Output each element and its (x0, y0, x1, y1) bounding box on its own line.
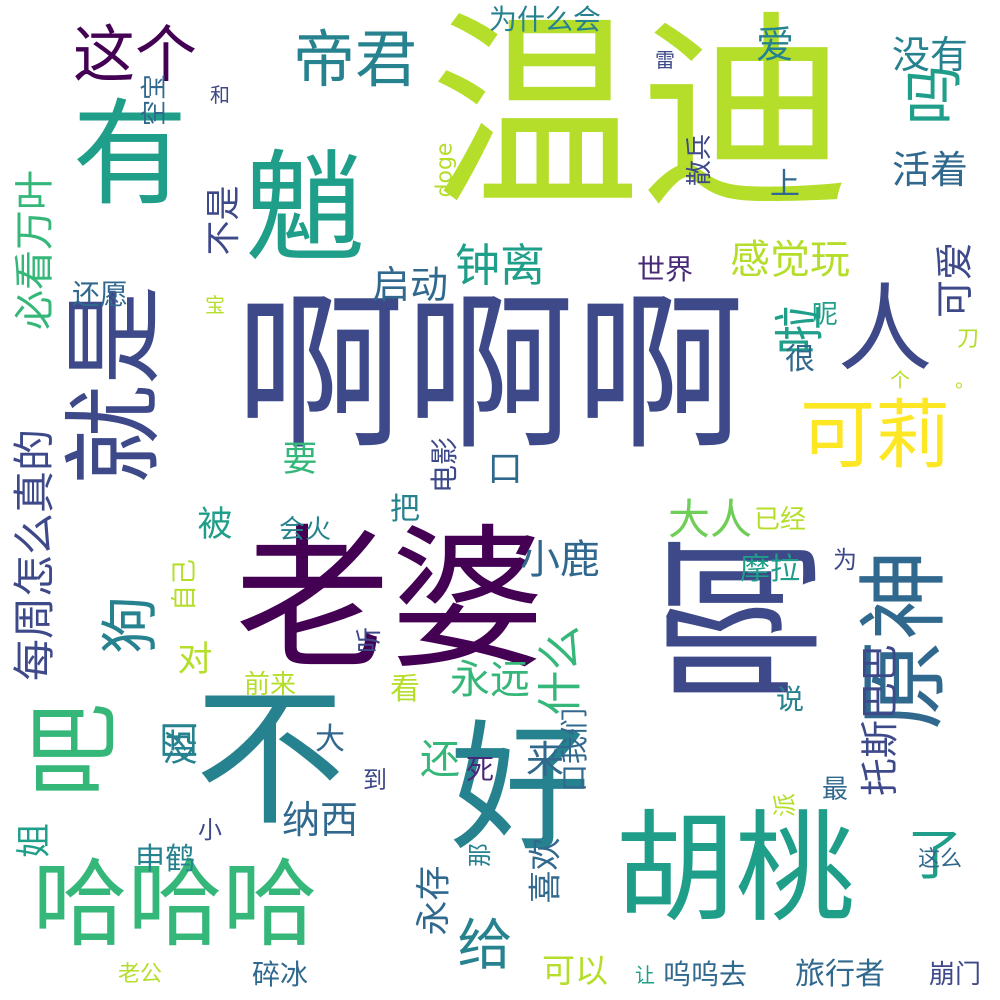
cloud-word: 碎冰 (252, 958, 309, 991)
cloud-word: 个 (890, 368, 910, 392)
cloud-word: 说 (776, 683, 805, 716)
cloud-word: 呢 (812, 300, 839, 330)
cloud-word: 老婆 (235, 509, 545, 691)
cloud-word: 对 (177, 639, 213, 680)
cloud-word: 这么 (918, 847, 963, 872)
cloud-word: 钟离 (455, 238, 546, 292)
cloud-word: 可以 (542, 950, 608, 990)
cloud-word: 老公 (118, 962, 163, 987)
cloud-word: 派 (771, 793, 799, 817)
cloud-word: 让 (635, 963, 655, 987)
cloud-word: 每周怎么真的 (10, 428, 60, 682)
cloud-word: 有 (72, 87, 188, 222)
cloud-word: 就是 (56, 285, 173, 485)
cloud-word: 狗 (96, 595, 165, 655)
cloud-word: 呜呜去 (663, 958, 748, 991)
cloud-word: 已经 (754, 505, 807, 535)
cloud-word: 死 (466, 753, 495, 786)
cloud-word: 了 (907, 822, 963, 887)
cloud-word: 吧 (19, 702, 130, 798)
cloud-word: 会火 (279, 515, 332, 545)
cloud-word: 啊啊啊 (235, 276, 746, 474)
cloud-word: 电影 (428, 436, 462, 494)
cloud-word: 来 (526, 738, 565, 782)
cloud-word: 没 (162, 729, 198, 770)
cloud-word: 喜欢 (525, 837, 565, 903)
cloud-word: 旅行者 (795, 957, 885, 992)
cloud-word: 永存 (414, 864, 455, 936)
cloud-word: 哈哈哈 (32, 849, 318, 960)
cloud-word: 那 (466, 843, 494, 867)
cloud-word: 帝君 (293, 23, 418, 96)
cloud-word: 大 (315, 722, 345, 757)
cloud-word: 把 (390, 492, 420, 527)
cloud-word: 永远 (450, 657, 530, 703)
cloud-word: 世界 (637, 253, 694, 286)
cloud-word: 不 (195, 673, 346, 847)
cloud-word: 胡桃 (615, 800, 855, 939)
cloud-word: 为 (833, 546, 857, 574)
cloud-word: 为什么会 (489, 3, 602, 36)
cloud-word: 小 (198, 816, 222, 844)
cloud-word: 托斯巴巴 (858, 643, 903, 797)
cloud-word: 姐 (14, 822, 55, 858)
cloud-word: 小鹿 (520, 537, 600, 583)
cloud-word: 上 (770, 167, 800, 202)
cloud-word: 可爱 (933, 241, 978, 319)
cloud-word: 散兵 (685, 133, 716, 187)
cloud-word: 刀 (957, 327, 980, 352)
cloud-word: 要 (282, 439, 318, 480)
cloud-word: 看 (390, 672, 420, 707)
cloud-word: 没有 (892, 33, 969, 77)
cloud-word: 最 (822, 775, 849, 805)
cloud-word: 魈 (245, 140, 365, 279)
cloud-word: 听 (355, 626, 386, 654)
cloud-word: 这个 (73, 18, 198, 91)
cloud-word: 人 (837, 274, 933, 385)
cloud-word: 口我们 (558, 707, 592, 793)
cloud-word: 给 (457, 912, 513, 977)
cloud-word: 活着 (892, 148, 969, 192)
cloud-word: 不是 (204, 184, 245, 256)
cloud-word: 摩拉 (740, 552, 800, 587)
cloud-word: 还愿 (72, 278, 129, 311)
cloud-word: 纳西 (282, 798, 359, 842)
cloud-word: 好 (450, 708, 591, 871)
cloud-word: 和 (210, 83, 230, 107)
cloud-word: 什么 (533, 624, 587, 716)
cloud-word: 空宝 (140, 73, 171, 127)
cloud-word: 感觉玩 (730, 237, 850, 283)
cloud-word: 到 (363, 766, 387, 794)
cloud-word: 还 (420, 737, 460, 783)
cloud-word: 启动 (372, 263, 449, 307)
cloud-word: 崩门 (929, 960, 982, 990)
cloud-word: 可莉 (800, 390, 951, 479)
cloud-word: 前来 (244, 670, 297, 700)
cloud-word: 申鹤 (135, 842, 195, 877)
cloud-word: doge (431, 142, 457, 198)
cloud-word: 口 (487, 449, 523, 490)
cloud-word: 宝 (205, 293, 225, 317)
cloud-word: 必看万叶 (12, 170, 58, 330)
cloud-word: 很 (785, 342, 815, 377)
cloud-word: 温迪 (430, 0, 851, 237)
cloud-word: 大人 (668, 495, 753, 544)
cloud-word: 。 (955, 368, 975, 392)
cloud-word: 雷 (655, 48, 675, 72)
cloud-word: 自己 (170, 558, 201, 612)
cloud-word: 被 (197, 504, 233, 545)
cloud-word: 爱 (756, 23, 795, 67)
